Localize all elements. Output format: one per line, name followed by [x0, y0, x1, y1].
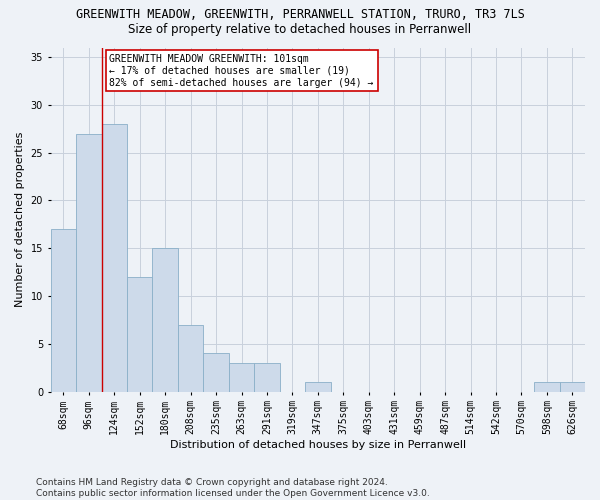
- Text: Contains HM Land Registry data © Crown copyright and database right 2024.
Contai: Contains HM Land Registry data © Crown c…: [36, 478, 430, 498]
- Text: GREENWITH MEADOW, GREENWITH, PERRANWELL STATION, TRURO, TR3 7LS: GREENWITH MEADOW, GREENWITH, PERRANWELL …: [76, 8, 524, 20]
- Text: GREENWITH MEADOW GREENWITH: 101sqm
← 17% of detached houses are smaller (19)
82%: GREENWITH MEADOW GREENWITH: 101sqm ← 17%…: [109, 54, 374, 88]
- Bar: [229, 363, 254, 392]
- Bar: [305, 382, 331, 392]
- Text: Size of property relative to detached houses in Perranwell: Size of property relative to detached ho…: [128, 22, 472, 36]
- Bar: [50, 229, 76, 392]
- Bar: [76, 134, 101, 392]
- Bar: [560, 382, 585, 392]
- Bar: [203, 354, 229, 392]
- Y-axis label: Number of detached properties: Number of detached properties: [15, 132, 25, 307]
- Bar: [152, 248, 178, 392]
- Bar: [534, 382, 560, 392]
- Bar: [127, 277, 152, 392]
- Bar: [178, 324, 203, 392]
- Bar: [254, 363, 280, 392]
- Bar: [101, 124, 127, 392]
- X-axis label: Distribution of detached houses by size in Perranwell: Distribution of detached houses by size …: [170, 440, 466, 450]
